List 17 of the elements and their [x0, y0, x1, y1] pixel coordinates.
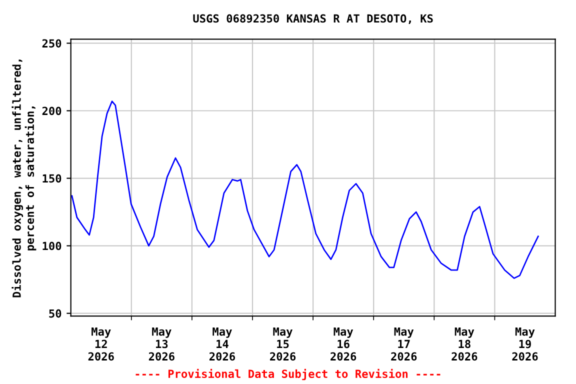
x-tick-label: May 13 2026	[148, 327, 174, 361]
x-tick-label: May 12 2026	[88, 327, 114, 361]
y-tick-label: 250	[42, 39, 62, 48]
x-tick-label: May 15 2026	[270, 327, 296, 361]
x-tick-label: May 16 2026	[330, 327, 356, 361]
y-tick-label: 200	[42, 106, 62, 116]
x-tick-label: May 18 2026	[452, 327, 478, 361]
text: ---- Provisional Data Subject to Revision ----	[136, 368, 440, 380]
y-tick-label: 50	[49, 309, 62, 318]
line-series	[71, 100, 539, 279]
y-tick-label: 100	[42, 242, 62, 250]
chart-title: USGS 06892350 KANSAS R AT DESOTO, KS	[193, 14, 433, 24]
y-axis-title: Dissolved oxygen, water, unfiltered, percent of saturation,	[12, 60, 36, 298]
x-tick-label: May 19 2026	[512, 327, 538, 361]
y-tick-label: 150	[42, 174, 62, 183]
x-tick-label: May 17 2026	[391, 327, 417, 361]
x-tick-label: May 14 2026	[209, 327, 236, 361]
